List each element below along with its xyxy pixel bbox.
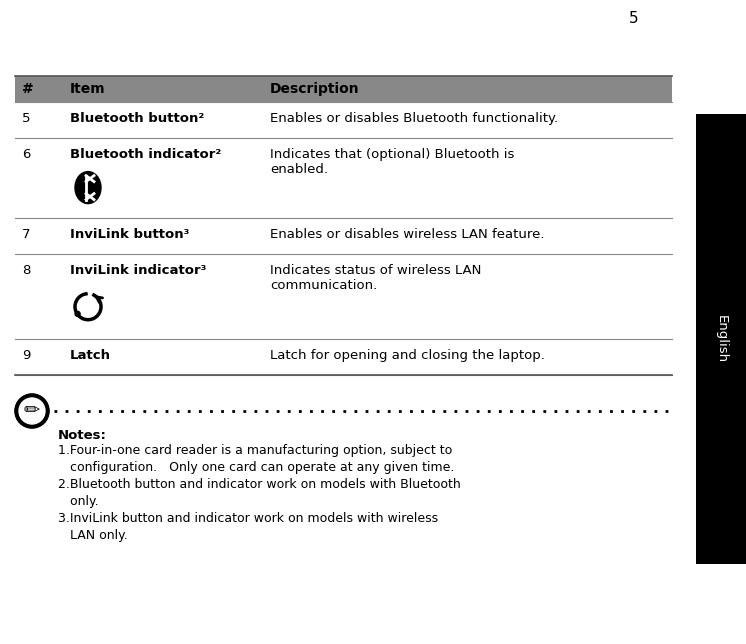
- Text: Latch for opening and closing the laptop.: Latch for opening and closing the laptop…: [270, 349, 545, 362]
- Text: Enables or disables Bluetooth functionality.: Enables or disables Bluetooth functional…: [270, 112, 558, 125]
- Ellipse shape: [75, 171, 101, 204]
- Text: 3.InviLink button and indicator work on models with wireless
   LAN only.: 3.InviLink button and indicator work on …: [58, 512, 438, 542]
- Text: 7: 7: [22, 228, 31, 241]
- Text: Bluetooth indicator²: Bluetooth indicator²: [70, 148, 222, 161]
- FancyBboxPatch shape: [15, 339, 672, 375]
- Text: InviLink indicator³: InviLink indicator³: [70, 264, 207, 277]
- Text: ✏: ✏: [24, 401, 40, 421]
- Text: 1.Four-in-one card reader is a manufacturing option, subject to
   configuration: 1.Four-in-one card reader is a manufactu…: [58, 444, 454, 474]
- Text: Bluetooth button²: Bluetooth button²: [70, 112, 204, 125]
- Text: InviLink button³: InviLink button³: [70, 228, 189, 241]
- FancyBboxPatch shape: [15, 102, 672, 138]
- Text: 8: 8: [22, 264, 31, 277]
- FancyBboxPatch shape: [15, 138, 672, 218]
- Text: Indicates that (optional) Bluetooth is
enabled.: Indicates that (optional) Bluetooth is e…: [270, 148, 515, 176]
- Text: 9: 9: [22, 349, 31, 362]
- Text: 2.Bluetooth button and indicator work on models with Bluetooth
   only.: 2.Bluetooth button and indicator work on…: [58, 478, 461, 508]
- Text: Latch: Latch: [70, 349, 111, 362]
- Text: Enables or disables wireless LAN feature.: Enables or disables wireless LAN feature…: [270, 228, 545, 241]
- Circle shape: [19, 398, 45, 424]
- Text: Item: Item: [70, 82, 106, 96]
- FancyBboxPatch shape: [15, 76, 672, 102]
- FancyBboxPatch shape: [696, 114, 746, 564]
- Circle shape: [75, 311, 80, 316]
- Text: 6: 6: [22, 148, 31, 161]
- Circle shape: [16, 395, 48, 427]
- FancyBboxPatch shape: [15, 218, 672, 254]
- Text: #: #: [22, 82, 34, 96]
- FancyBboxPatch shape: [15, 254, 672, 339]
- Text: Notes:: Notes:: [58, 429, 107, 442]
- Text: 5: 5: [629, 10, 639, 26]
- Text: Description: Description: [270, 82, 360, 96]
- Text: 5: 5: [22, 112, 31, 125]
- Text: English: English: [715, 315, 727, 363]
- Text: Indicates status of wireless LAN
communication.: Indicates status of wireless LAN communi…: [270, 264, 481, 292]
